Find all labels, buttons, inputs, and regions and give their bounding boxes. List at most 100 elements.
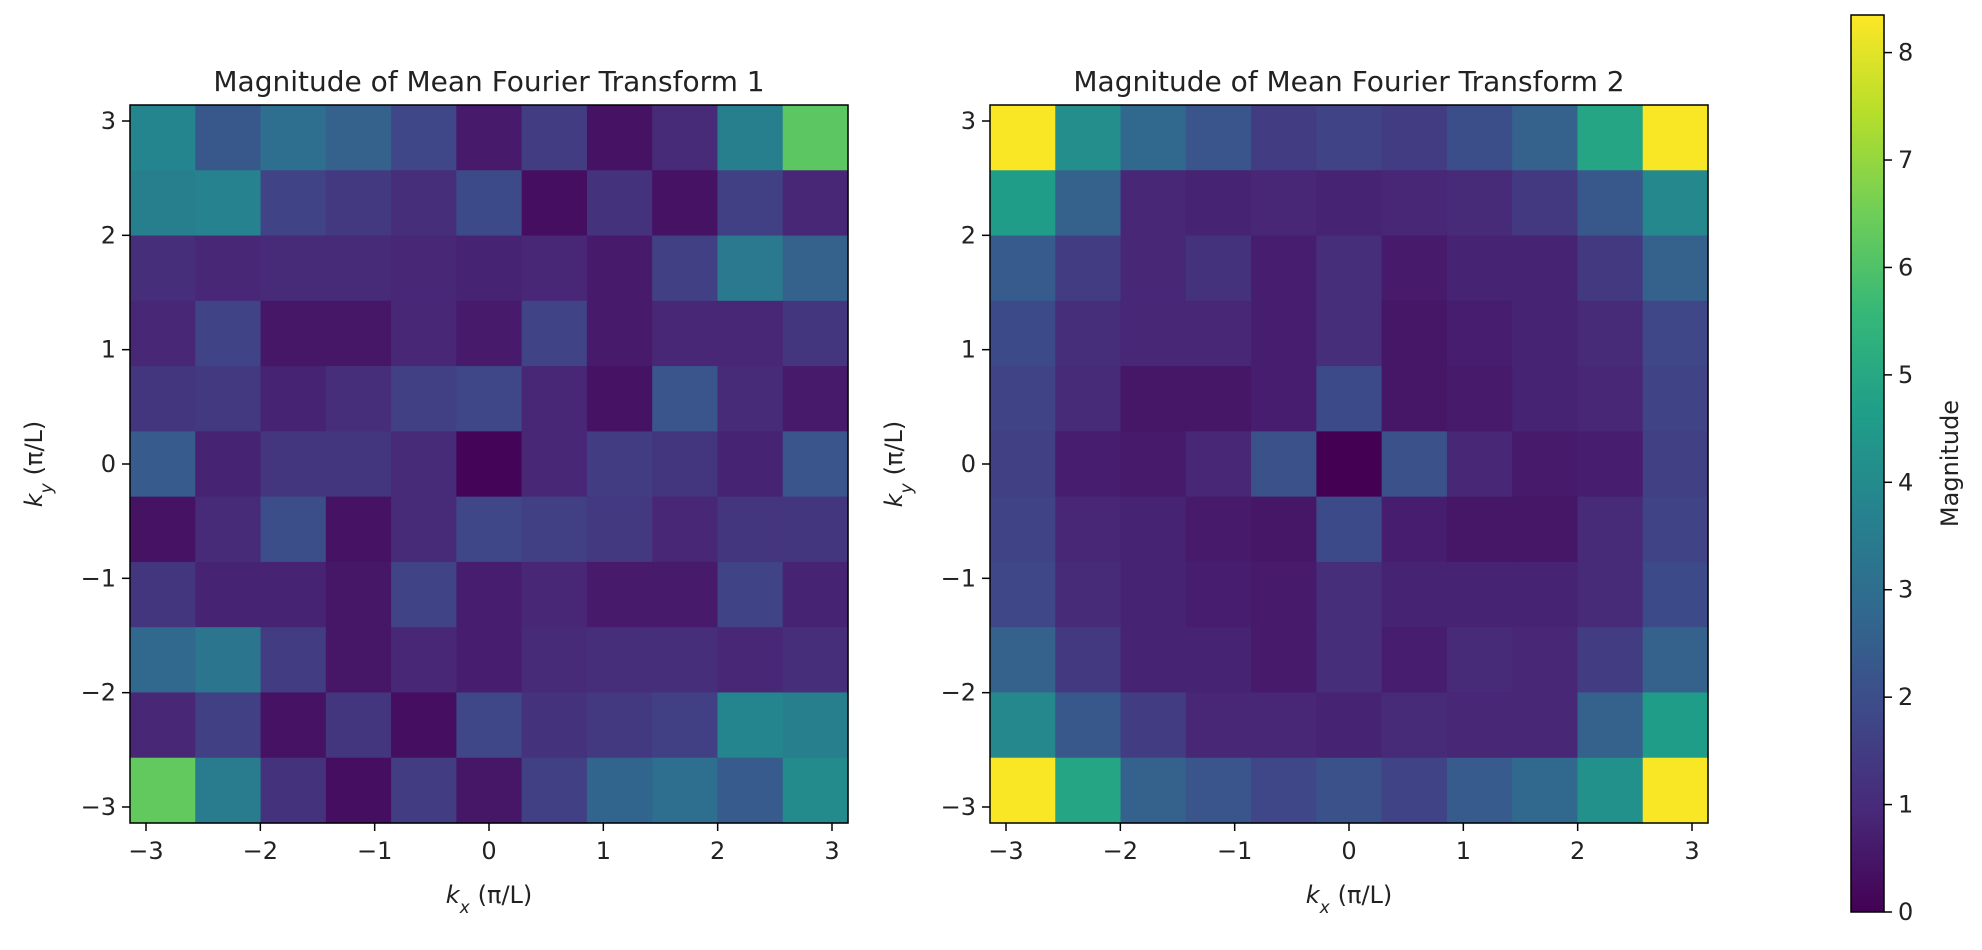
heatmap-cell xyxy=(782,235,849,302)
y-tick-label: −3 xyxy=(941,793,976,821)
heatmap-cell xyxy=(1446,170,1513,237)
heatmap-cell xyxy=(1381,366,1448,432)
heatmap-cell xyxy=(325,300,392,367)
heatmap-cell xyxy=(195,235,262,302)
heatmap-cell xyxy=(1055,692,1122,759)
heatmap-cell xyxy=(391,496,457,563)
heatmap-cell xyxy=(1251,431,1317,498)
heatmap-cell xyxy=(1185,366,1252,432)
heatmap-cell xyxy=(1642,757,1709,824)
heatmap-cell xyxy=(521,431,588,498)
heatmap-cell xyxy=(1055,170,1122,237)
heatmap-cell xyxy=(717,300,784,367)
heatmap-cell xyxy=(391,300,457,367)
heatmap-cell xyxy=(652,692,719,759)
heatmap-cell xyxy=(195,366,262,432)
heatmap-cell xyxy=(1316,561,1383,628)
heatmap-cell xyxy=(1120,757,1187,824)
heatmap-cell xyxy=(1577,431,1644,498)
heatmap-cell xyxy=(1120,235,1187,302)
heatmap-cell xyxy=(1055,300,1122,367)
heatmap-cell xyxy=(1642,366,1709,432)
y-tick-label: −2 xyxy=(81,679,116,707)
heatmap-cell xyxy=(260,692,327,759)
heatmap-cell xyxy=(1577,757,1644,824)
heatmap-panel-2: Magnitude of Mean Fourier Transform 2 −3… xyxy=(880,65,1709,918)
heatmap-cell xyxy=(652,627,719,694)
y-tick-label: −1 xyxy=(81,564,116,592)
x-tick-label: −2 xyxy=(243,837,278,865)
heatmap-cell xyxy=(325,757,392,824)
colorbar-tick-label: 1 xyxy=(1898,791,1913,819)
heatmap-cell xyxy=(1446,235,1513,302)
heatmap-cell xyxy=(1577,170,1644,237)
heatmap-cell xyxy=(130,105,196,171)
heatmap-cell xyxy=(1251,692,1317,759)
heatmap-cell xyxy=(990,627,1056,694)
heatmap-cell xyxy=(391,366,457,432)
heatmap-cell xyxy=(1577,105,1644,171)
colorbar-frame xyxy=(1850,14,1885,913)
heatmap-cell xyxy=(717,105,784,171)
heatmap-cell xyxy=(1512,692,1579,759)
colorbar-ticks: 0 1 2 3 4 5 6 7 8 xyxy=(1884,39,1913,926)
heatmap-cell xyxy=(391,105,457,171)
heatmap-cell xyxy=(391,561,457,628)
heatmap-cell xyxy=(990,692,1056,759)
heatmap-cell xyxy=(391,692,457,759)
heatmap-cell xyxy=(391,235,457,302)
heatmap-cell xyxy=(586,366,653,432)
heatmap-cell xyxy=(521,496,588,563)
heatmap-cell xyxy=(1512,757,1579,824)
y-tick-label: −1 xyxy=(941,564,976,592)
heatmap-cell xyxy=(195,300,262,367)
heatmap-cell xyxy=(1381,105,1448,171)
heatmap-cell xyxy=(456,300,523,367)
heatmap-cell xyxy=(260,561,327,628)
heatmap-cell xyxy=(1577,496,1644,563)
heatmap-cell xyxy=(990,235,1056,302)
heatmap-cell xyxy=(456,496,523,563)
heatmap-cell xyxy=(260,300,327,367)
heatmap-cell xyxy=(521,627,588,694)
x-tick-label: −2 xyxy=(1103,837,1138,865)
heatmap-cell xyxy=(782,366,849,432)
heatmap-cell xyxy=(1512,627,1579,694)
heatmap-cells-2 xyxy=(990,105,1709,824)
heatmap-cell xyxy=(782,561,849,628)
heatmap-cell xyxy=(521,105,588,171)
heatmap-cell xyxy=(782,627,849,694)
heatmap-cell xyxy=(130,692,196,759)
heatmap-cell xyxy=(521,235,588,302)
heatmap-cell xyxy=(782,757,849,824)
heatmap-cell xyxy=(1642,627,1709,694)
heatmap-cell xyxy=(195,105,262,171)
heatmap-cell xyxy=(1316,627,1383,694)
colorbar-tick-label: 6 xyxy=(1898,253,1913,281)
x-tick-label: 1 xyxy=(596,837,611,865)
x-tick-label: −3 xyxy=(128,837,163,865)
heatmap-cell xyxy=(1446,627,1513,694)
heatmap-panel-1: Magnitude of Mean Fourier Transform 1 −3… xyxy=(20,65,849,918)
heatmap-cell xyxy=(1512,431,1579,498)
y-tick-label: −2 xyxy=(941,679,976,707)
colorbar-tick-label: 7 xyxy=(1898,146,1913,174)
x-tick-label: −3 xyxy=(988,837,1023,865)
heatmap-cell xyxy=(130,235,196,302)
heatmap-cell xyxy=(456,170,523,237)
heatmap-cell xyxy=(456,692,523,759)
y-ticks-1: −3 −2 −1 0 1 2 3 xyxy=(81,107,130,821)
heatmap-cell xyxy=(1251,561,1317,628)
y-ticks-2: −3 −2 −1 0 1 2 3 xyxy=(941,107,990,821)
heatmap-cell xyxy=(325,105,392,171)
heatmap-cell xyxy=(456,105,523,171)
heatmap-cell xyxy=(1446,561,1513,628)
heatmap-cell xyxy=(717,235,784,302)
heatmap-cell xyxy=(260,105,327,171)
colorbar-tick-label: 8 xyxy=(1898,39,1913,67)
heatmap-cell xyxy=(391,757,457,824)
heatmap-cell xyxy=(1120,170,1187,237)
heatmap-cell xyxy=(260,757,327,824)
heatmap-cell xyxy=(990,170,1056,237)
